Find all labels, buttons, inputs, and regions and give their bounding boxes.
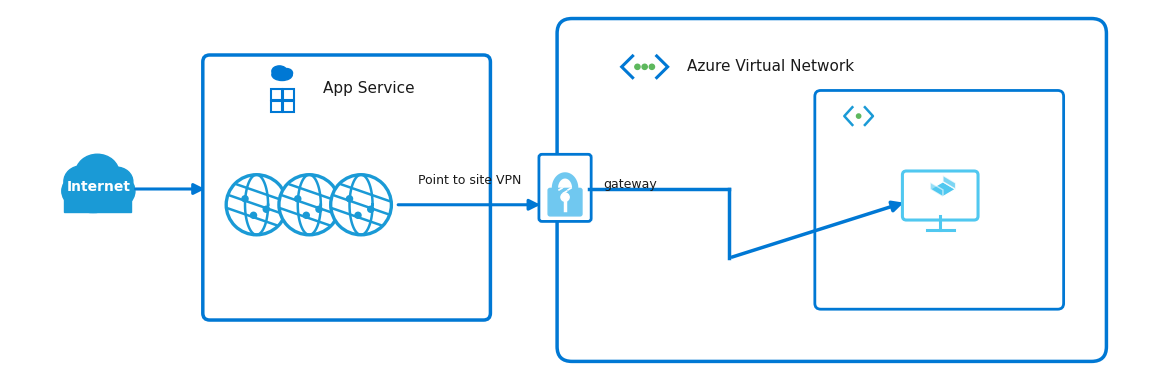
Ellipse shape xyxy=(64,175,101,208)
Circle shape xyxy=(304,212,309,218)
Circle shape xyxy=(279,175,339,235)
Circle shape xyxy=(251,212,256,218)
Ellipse shape xyxy=(76,154,120,192)
Circle shape xyxy=(331,175,391,235)
Circle shape xyxy=(642,64,647,69)
Circle shape xyxy=(355,212,361,218)
Bar xyxy=(64,191,131,212)
Circle shape xyxy=(857,114,860,118)
Ellipse shape xyxy=(64,166,99,197)
Circle shape xyxy=(561,193,569,201)
Text: gateway: gateway xyxy=(603,178,657,190)
Text: Azure Virtual Network: Azure Virtual Network xyxy=(688,59,854,74)
Circle shape xyxy=(242,196,248,202)
Text: Internet: Internet xyxy=(67,180,131,194)
FancyBboxPatch shape xyxy=(283,89,294,100)
Ellipse shape xyxy=(62,170,124,213)
Circle shape xyxy=(635,64,641,69)
Ellipse shape xyxy=(99,167,133,196)
Circle shape xyxy=(650,64,654,69)
Polygon shape xyxy=(930,182,943,197)
Circle shape xyxy=(368,206,374,212)
Circle shape xyxy=(346,196,353,202)
FancyBboxPatch shape xyxy=(549,188,582,216)
Circle shape xyxy=(316,206,322,212)
FancyBboxPatch shape xyxy=(903,171,978,220)
FancyBboxPatch shape xyxy=(202,55,490,320)
Circle shape xyxy=(263,206,269,212)
Text: Point to site VPN: Point to site VPN xyxy=(417,174,521,187)
Ellipse shape xyxy=(271,66,286,77)
FancyBboxPatch shape xyxy=(539,154,591,221)
Ellipse shape xyxy=(89,172,135,210)
FancyBboxPatch shape xyxy=(271,101,282,112)
Polygon shape xyxy=(943,175,956,189)
Ellipse shape xyxy=(271,69,292,81)
Text: App Service: App Service xyxy=(323,81,415,96)
FancyBboxPatch shape xyxy=(815,90,1064,309)
FancyBboxPatch shape xyxy=(271,89,282,100)
Circle shape xyxy=(294,196,301,202)
FancyBboxPatch shape xyxy=(283,101,294,112)
Circle shape xyxy=(227,175,286,235)
FancyBboxPatch shape xyxy=(557,18,1106,362)
Polygon shape xyxy=(930,182,956,197)
Ellipse shape xyxy=(281,69,292,78)
